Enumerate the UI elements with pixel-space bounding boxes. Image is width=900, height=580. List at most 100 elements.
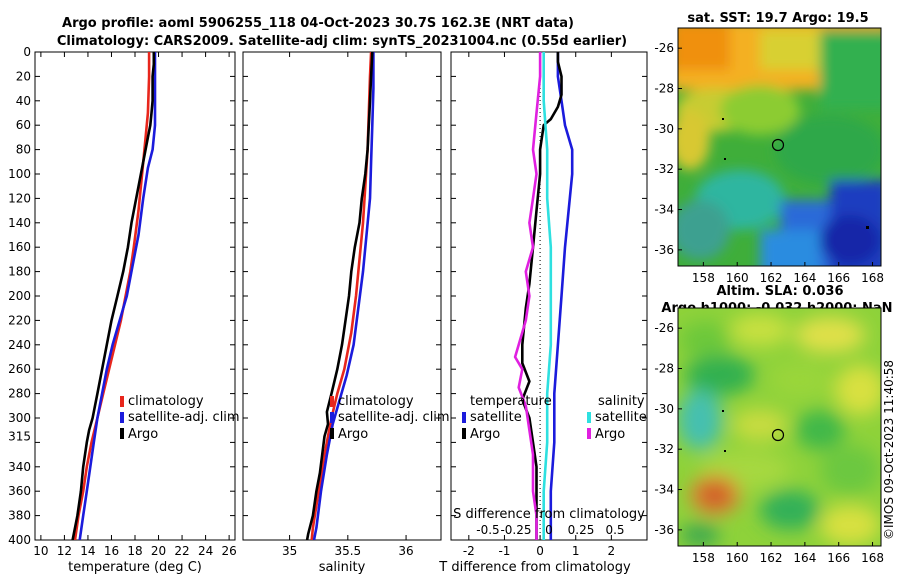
y-tick-label: 160 — [8, 240, 31, 254]
series-line-s-argo — [513, 52, 542, 540]
y-tick-label: 280 — [8, 387, 31, 401]
legend-label-s-argo: Argo — [595, 427, 625, 442]
secondary-x-tick-label: 0.25 — [568, 523, 595, 537]
salinity-x-ticks: 35 35.5 36 — [243, 51, 441, 558]
map-x-tick-label: 164 — [793, 551, 816, 565]
salinity-series — [305, 52, 375, 540]
sla-map-ticks: 158 160 162 164 166 168 -26 -28 -30 -32 -34 -36 — [654, 321, 884, 565]
legend-label-climatology: climatology — [338, 394, 414, 409]
map-y-tick-label: -26 — [654, 321, 674, 335]
difference-x-ticks: -2 -1 0 1 2 — [451, 51, 647, 558]
depth-y-ticks: 0 20 40 60 80 100 120 140 160 180 200 220 240 260 280 3… — [8, 45, 31, 547]
legend-swatch-climatology — [330, 396, 334, 407]
sst-map-title: sat. SST: 19.7 Argo: 19.5 — [687, 11, 868, 26]
series-line-argo — [71, 52, 156, 540]
map-x-tick-label: 160 — [726, 271, 749, 285]
x-tick-label: 2 — [608, 544, 616, 558]
sla-map-panel: Altim. SLA: 0.036 Argo h1000: -0.032 h20… — [654, 284, 892, 565]
y-tick-label: 40 — [16, 94, 31, 108]
temperature-x-ticks: 10 12 14 16 18 20 22 24 26 — [33, 51, 237, 558]
map-y-tick-label: -36 — [654, 523, 674, 537]
y-tick-label: 240 — [8, 338, 31, 352]
x-tick-label: 12 — [57, 544, 72, 558]
secondary-x-tick-label: 0.5 — [605, 523, 624, 537]
y-tick-label: 260 — [8, 362, 31, 376]
x-tick-label: 22 — [174, 544, 189, 558]
sla-argo-marker — [771, 428, 785, 442]
series-line-argo — [305, 52, 374, 540]
salinity-xlabel: salinity — [319, 560, 366, 575]
y-tick-label: 80 — [16, 143, 31, 157]
legend-swatch-s-satellite — [587, 412, 591, 423]
map-y-tick-label: -34 — [654, 203, 674, 217]
legend-swatch-t-argo — [462, 428, 466, 439]
map-y-tick-label: -26 — [654, 41, 674, 55]
map-y-tick-label: -28 — [654, 82, 674, 96]
map-x-tick-label: 158 — [692, 551, 715, 565]
legend-swatch-satellite — [120, 412, 124, 423]
secondary-x-tick-label: -0.5 — [476, 523, 499, 537]
legend-title-salinity: salinity — [598, 394, 645, 409]
y-tick-label: 20 — [16, 69, 31, 83]
temperature-panel: 10 12 14 16 18 20 22 24 26 0 20 40 60 80 100 120 140 160… — [8, 45, 240, 575]
map-x-tick-label: 160 — [726, 551, 749, 565]
map-y-tick-label: -34 — [654, 483, 674, 497]
map-x-tick-label: 168 — [861, 551, 884, 565]
legend-swatch-argo — [120, 428, 124, 439]
map-x-tick-label: 168 — [861, 271, 884, 285]
y-tick-label: 380 — [8, 509, 31, 523]
map-y-tick-label: -32 — [654, 162, 674, 176]
secondary-x-tick-label: -0.25 — [500, 523, 531, 537]
x-tick-label: -2 — [463, 544, 475, 558]
map-x-tick-label: 166 — [827, 271, 850, 285]
x-tick-label: 35 — [282, 544, 297, 558]
legend-swatch-argo — [330, 428, 334, 439]
difference-xlabel: T difference from climatology — [438, 560, 631, 575]
map-x-tick-label: 164 — [793, 271, 816, 285]
x-tick-label: 10 — [33, 544, 48, 558]
y-tick-label: 400 — [8, 533, 31, 547]
y-tick-label: 300 — [8, 411, 31, 425]
map-y-tick-label: -30 — [654, 402, 674, 416]
x-tick-label: -1 — [498, 544, 510, 558]
series-line-satellite-adj-clim — [78, 52, 157, 540]
temperature-axes-box — [34, 51, 236, 541]
temperature-series — [71, 52, 157, 540]
x-tick-label: 1 — [572, 544, 580, 558]
series-line-satellite-adj-clim — [312, 52, 375, 540]
x-tick-label: 26 — [221, 544, 236, 558]
imos-timestamp-watermark: ©IMOS 09-Oct-2023 11:40:58 — [882, 360, 896, 540]
y-tick-label: 0 — [23, 45, 31, 59]
map-y-tick-label: -32 — [654, 442, 674, 456]
legend-swatch-s-argo — [587, 428, 591, 439]
figure-title-line1: Argo profile: aoml 5906255_118 04-Oct-20… — [62, 16, 574, 31]
x-tick-label: 0 — [536, 544, 544, 558]
legend-label-s-satellite: satellite — [595, 410, 647, 425]
y-tick-label: 120 — [8, 191, 31, 205]
legend-label-t-argo: Argo — [470, 427, 500, 442]
map-y-tick-label: -30 — [654, 122, 674, 136]
legend-label-argo: Argo — [338, 427, 368, 442]
y-tick-label: 340 — [8, 460, 31, 474]
legend-swatch-climatology — [120, 396, 124, 407]
x-tick-label: 36 — [398, 544, 413, 558]
y-tick-label: 200 — [8, 289, 31, 303]
y-tick-label: 140 — [8, 216, 31, 230]
legend-label-argo: Argo — [128, 427, 158, 442]
x-tick-label: 18 — [127, 544, 142, 558]
x-tick-label: 16 — [104, 544, 119, 558]
legend-swatch-t-satellite — [462, 412, 466, 423]
x-tick-label: 20 — [151, 544, 166, 558]
salinity-difference-ticks: -0.5 -0.25 0 0.25 0.5 — [476, 523, 624, 537]
x-tick-label: 14 — [80, 544, 95, 558]
map-x-tick-label: 158 — [692, 271, 715, 285]
sst-map-ticks: 158 160 162 164 166 168 -26 -28 -30 -32 -34 -36 — [654, 41, 884, 285]
sst-argo-marker — [771, 138, 785, 152]
salinity-panel: 35 35.5 36 salinity climatology satellite-… — [242, 51, 450, 575]
difference-axes-box — [450, 51, 648, 541]
x-tick-label: 24 — [198, 544, 213, 558]
sst-map-panel: sat. SST: 19.7 Argo: 19.5 — [654, 11, 884, 285]
sst-map-axes-box — [677, 27, 882, 267]
difference-series — [513, 52, 574, 540]
